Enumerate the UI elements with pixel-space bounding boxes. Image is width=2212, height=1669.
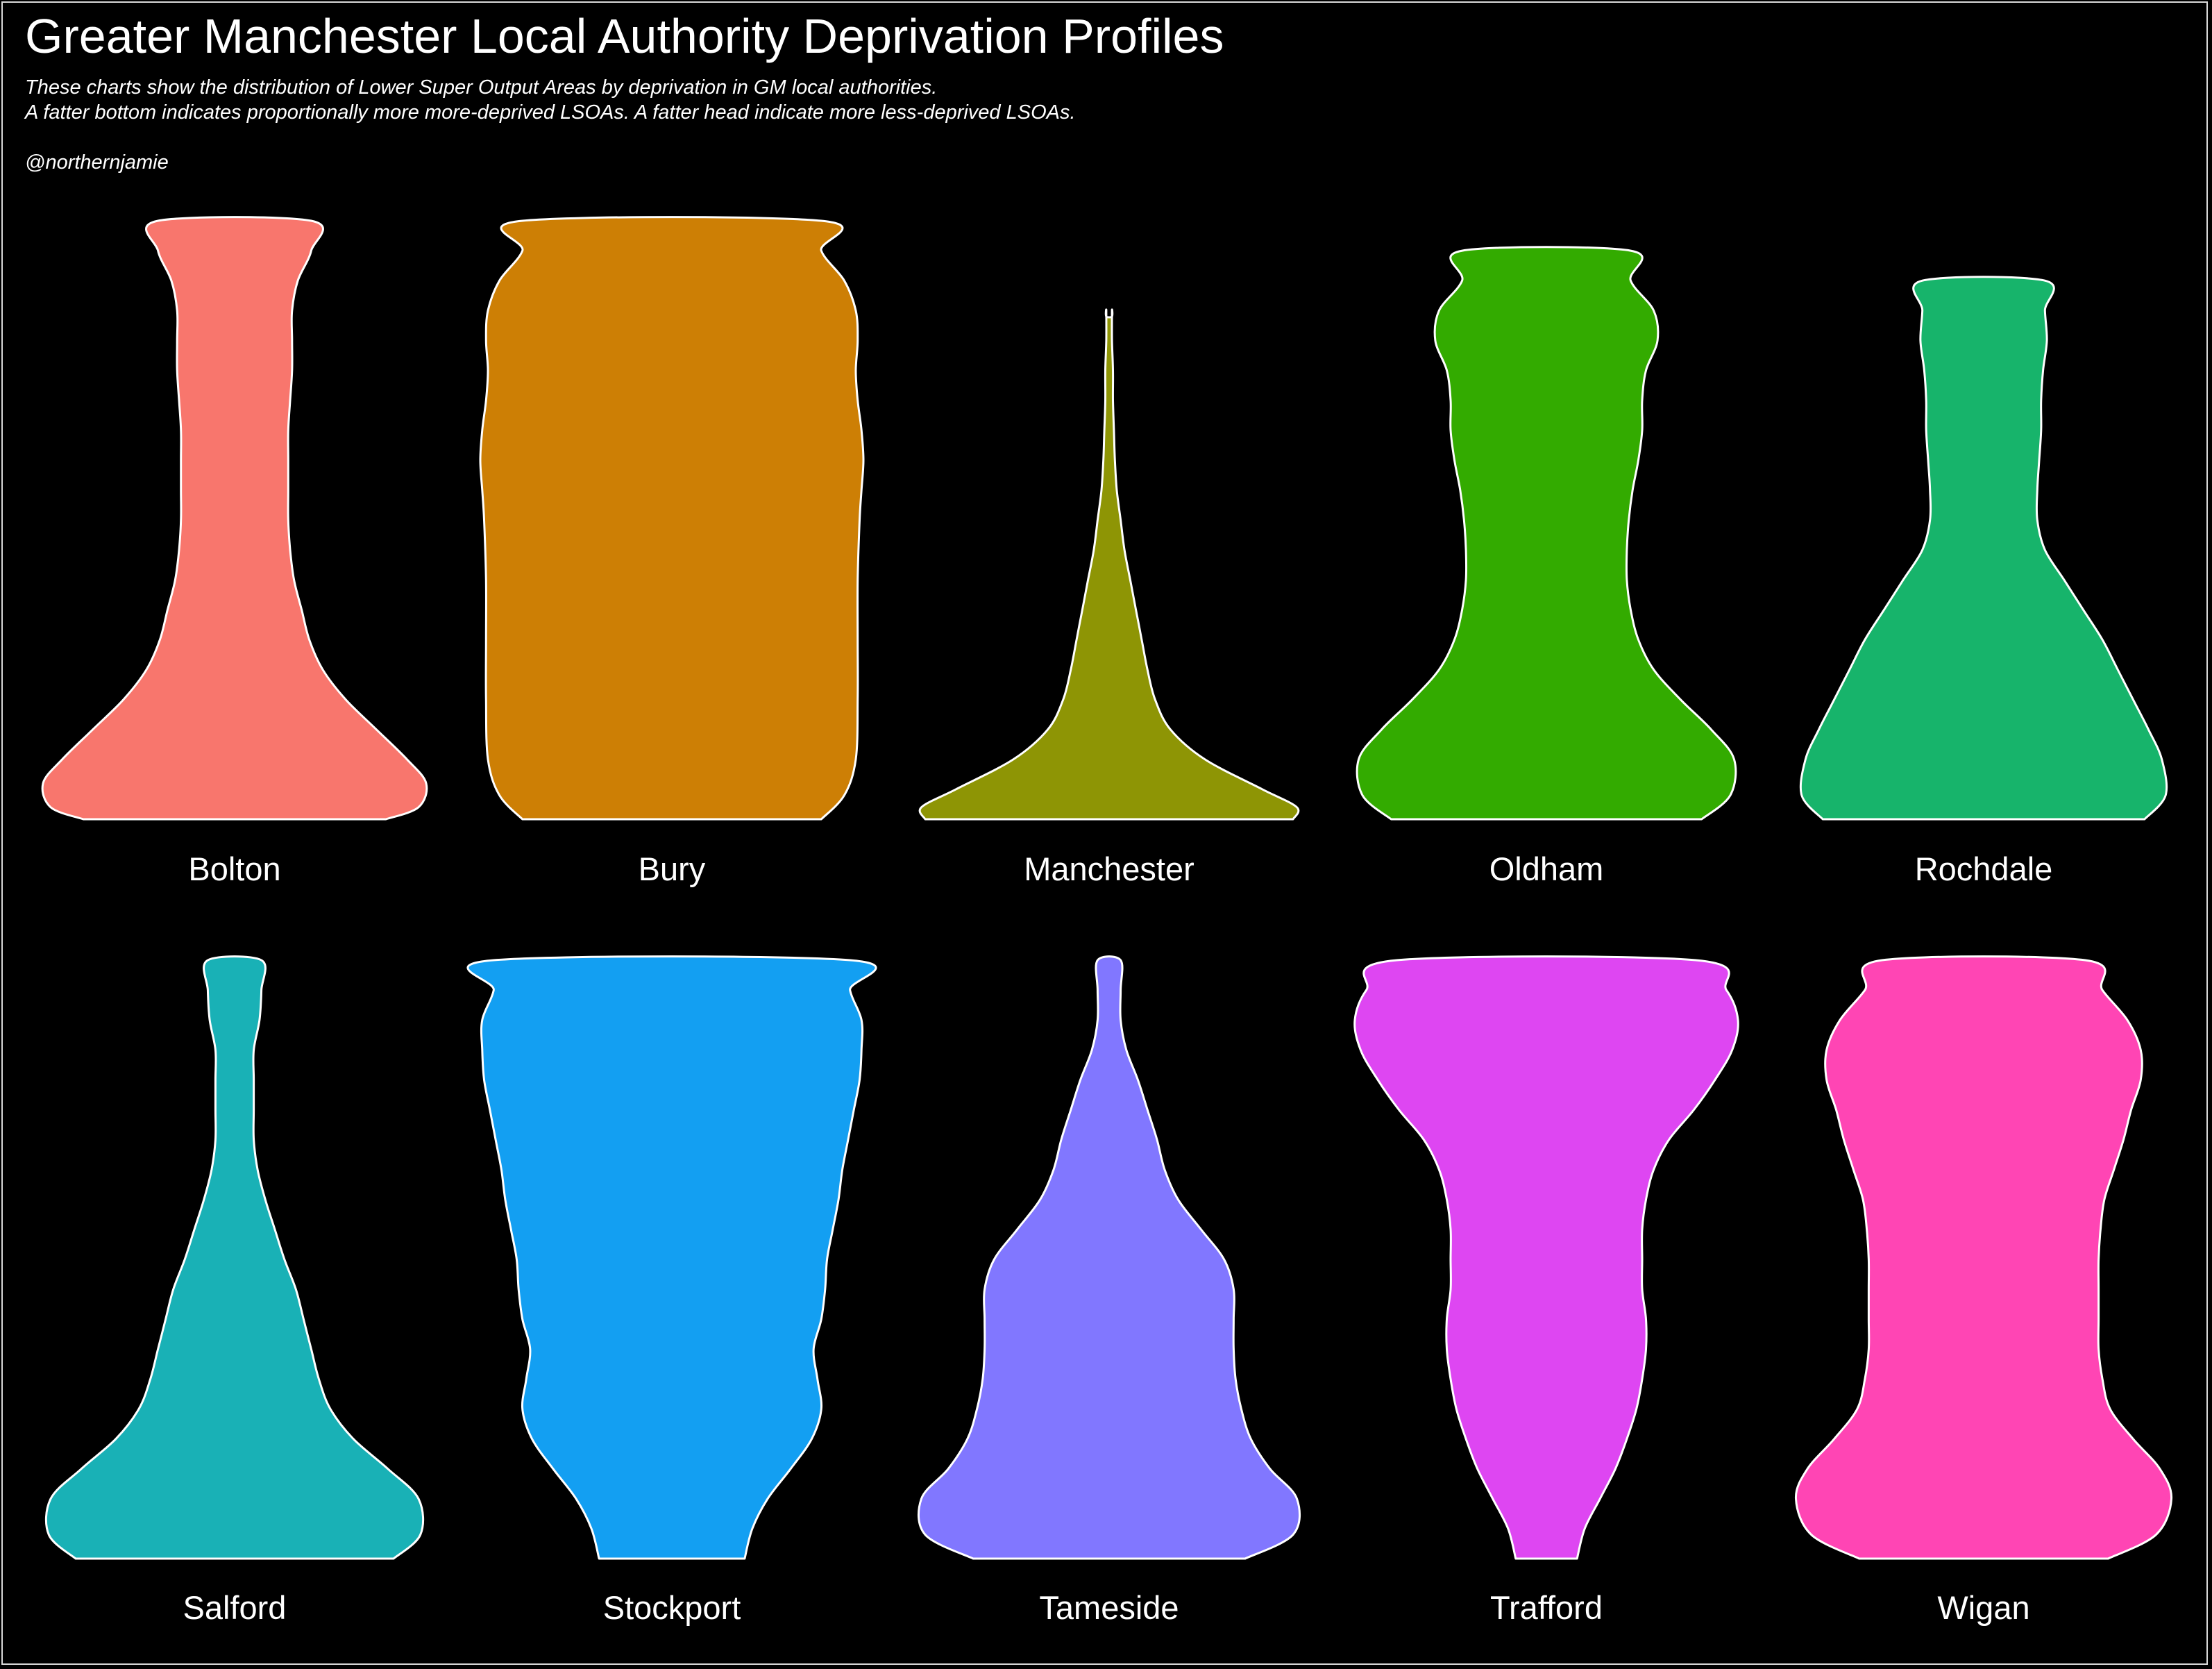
violin-trafford <box>1353 955 1739 1560</box>
facet-label-oldham: Oldham <box>1489 850 1604 887</box>
facet-label-bolton: Bolton <box>188 850 280 887</box>
violin-rochdale <box>1799 276 2168 821</box>
facet-label-manchester: Manchester <box>1024 850 1194 887</box>
violin-group-trafford: Trafford <box>1353 955 1739 1626</box>
violin-bury <box>479 216 865 821</box>
credit-handle: @northernjamie <box>25 151 169 174</box>
facet-label-rochdale: Rochdale <box>1915 850 2053 887</box>
violin-group-salford: Salford <box>44 955 425 1626</box>
facet-label-wigan: Wigan <box>1937 1589 2029 1626</box>
violin-bolton <box>41 216 428 821</box>
facet-label-salford: Salford <box>183 1589 287 1626</box>
violin-wigan <box>1794 955 2173 1560</box>
facet-label-trafford: Trafford <box>1490 1589 1603 1626</box>
violin-oldham <box>1356 246 1737 821</box>
violin-group-rochdale: Rochdale <box>1799 276 2168 887</box>
chart-title: Greater Manchester Local Authority Depri… <box>25 9 1224 63</box>
violin-group-wigan: Wigan <box>1794 955 2173 1626</box>
violin-group-bolton: Bolton <box>41 216 428 887</box>
violin-group-stockport: Stockport <box>466 955 877 1626</box>
violin-salford <box>44 955 425 1560</box>
facet-label-bury: Bury <box>639 850 706 887</box>
subtitle-line-1: These charts show the distribution of Lo… <box>25 76 938 99</box>
violin-tameside <box>918 955 1301 1560</box>
facet-label-stockport: Stockport <box>603 1589 741 1626</box>
violin-stockport <box>466 955 877 1560</box>
violin-group-oldham: Oldham <box>1356 246 1737 887</box>
violin-manchester <box>918 308 1300 821</box>
violin-group-tameside: Tameside <box>918 955 1301 1626</box>
subtitle-line-2: A fatter bottom indicates proportionally… <box>25 101 1076 124</box>
violin-group-manchester: Manchester <box>918 308 1300 887</box>
facet-label-tameside: Tameside <box>1039 1589 1179 1626</box>
violin-group-bury: Bury <box>479 216 865 887</box>
